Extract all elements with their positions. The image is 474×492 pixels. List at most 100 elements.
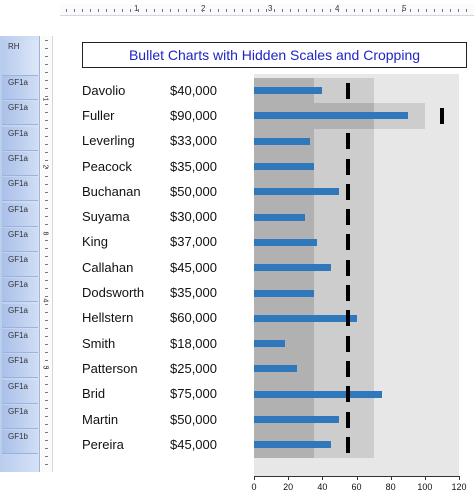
ruler-tick (234, 9, 235, 12)
ruler-tick (45, 328, 48, 329)
ruler-tick (354, 9, 355, 12)
ruler-tick (298, 9, 299, 12)
ruler-tick (426, 9, 427, 12)
ruler-tick (138, 9, 139, 12)
ruler-tick (306, 9, 307, 12)
qualitative-range (313, 331, 374, 357)
ruler-tick (250, 9, 251, 12)
sales-amount: $35,000 (170, 158, 217, 174)
ruler-tick (82, 9, 83, 12)
ruler-tick (45, 80, 48, 81)
x-axis-tick-label: 20 (283, 482, 294, 492)
ruler-tick (45, 232, 48, 233)
band-label-gf1a[interactable]: GF1a (2, 404, 38, 429)
target-marker (439, 107, 444, 124)
ruler-number: 1 (41, 97, 49, 102)
ruler-tick (194, 9, 195, 12)
ruler-tick (45, 304, 48, 305)
ruler-tick (45, 448, 48, 449)
employee-name: Smith (82, 335, 116, 351)
target-marker (345, 82, 350, 99)
sales-amount: $37,000 (170, 234, 217, 250)
ruler-tick (226, 9, 227, 12)
ruler-tick (45, 200, 48, 201)
performance-bar (254, 163, 314, 171)
band-label-gf1a[interactable]: GF1a (2, 126, 38, 151)
ruler-tick (282, 9, 283, 12)
employee-name: Callahan (82, 259, 134, 275)
x-axis-tick (356, 476, 358, 480)
ruler-tick (314, 9, 315, 12)
x-axis-tick-label: 80 (385, 482, 396, 492)
employee-name: Brid (82, 386, 106, 402)
band-label-gf1a[interactable]: GF1a (2, 379, 38, 404)
report-title[interactable]: Bullet Charts with Hidden Scales and Cro… (82, 42, 467, 68)
band-label-gf1a[interactable]: GF1a (2, 329, 38, 353)
ruler-tick (45, 104, 48, 105)
ruler-tick (202, 9, 203, 12)
band-label-gf1a[interactable]: GF1a (2, 354, 38, 379)
target-marker (345, 285, 350, 302)
employee-name: Pereira (82, 436, 124, 452)
x-axis-tick (288, 476, 290, 480)
performance-bar (254, 416, 340, 424)
ruler-tick (362, 9, 363, 12)
qualitative-range (313, 78, 374, 104)
band-label-gf1a[interactable]: GF1a (2, 202, 38, 227)
x-axis-tick-label: 100 (417, 482, 433, 492)
band-label-gf1a[interactable]: GF1a (2, 227, 38, 252)
ruler-tick (45, 224, 48, 225)
ruler-tick (45, 184, 48, 185)
ruler-tick (370, 9, 371, 12)
band-label-gf1a[interactable]: GF1a (2, 76, 38, 100)
ruler-tick (45, 408, 48, 409)
ruler-tick (450, 9, 451, 12)
ruler-number: 3 (268, 4, 273, 13)
employee-name: Peacock (82, 158, 132, 174)
sales-amount: $50,000 (170, 183, 217, 199)
ruler-tick (434, 9, 435, 12)
ruler-tick (45, 440, 48, 441)
ruler-tick (98, 9, 99, 12)
band-label-gf1b[interactable]: GF1b (2, 430, 38, 455)
employee-name: Davolio (82, 82, 126, 98)
ruler-tick (122, 9, 123, 12)
ruler-tick (266, 9, 267, 12)
sales-amount: $90,000 (170, 107, 217, 123)
performance-bar (254, 365, 297, 373)
ruler-tick (66, 9, 67, 12)
ruler-tick (74, 9, 75, 12)
ruler-tick (45, 64, 48, 65)
qualitative-range (313, 280, 374, 307)
band-label-gf1a[interactable]: GF1a (2, 278, 38, 303)
ruler-tick (394, 9, 395, 12)
ruler-tick (45, 48, 48, 49)
sales-amount: $45,000 (170, 259, 217, 275)
ruler-tick (45, 360, 48, 361)
x-axis-tick-label: 40 (317, 482, 328, 492)
band-label-gf1a[interactable]: GF1a (2, 303, 38, 328)
performance-bar (254, 137, 311, 145)
ruler-tick (186, 9, 187, 12)
ruler-number: 4 (335, 4, 339, 13)
ruler-tick (458, 9, 459, 12)
performance-bar (254, 441, 331, 449)
band-label-rh[interactable]: RH (2, 40, 38, 76)
qualitative-range (313, 128, 374, 155)
band-label-gf1a[interactable]: GF1a (2, 177, 38, 202)
performance-bar (254, 238, 318, 246)
employee-name: Fuller (82, 107, 115, 123)
ruler-tick (330, 9, 331, 12)
sales-amount: $33,000 (170, 133, 217, 149)
employee-name: Patterson (82, 360, 138, 376)
band-label-gf1a[interactable]: GF1a (2, 101, 38, 126)
band-label-gf1a[interactable]: GF1a (2, 151, 38, 176)
ruler-tick (45, 336, 48, 337)
ruler-tick (442, 9, 443, 12)
band-label-gf1a[interactable]: GF1a (2, 253, 38, 278)
ruler-tick (45, 112, 48, 113)
x-axis-tick (459, 476, 460, 480)
ruler-tick (45, 96, 48, 97)
sales-amount: $60,000 (170, 310, 217, 326)
performance-bar (254, 87, 323, 95)
